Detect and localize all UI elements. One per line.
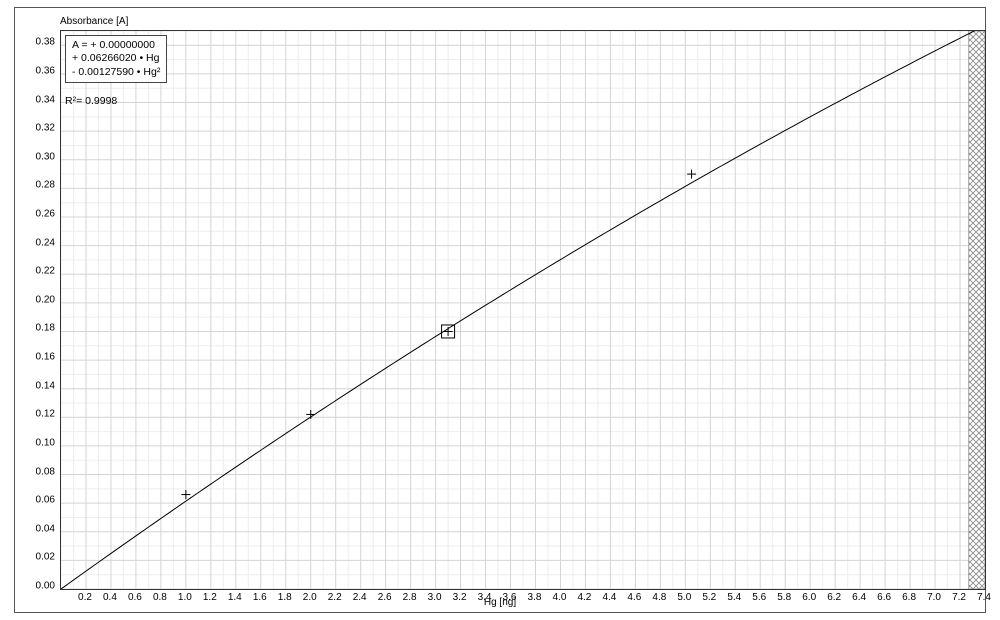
x-tick-label: 6.4 — [852, 592, 866, 603]
x-tick-label: 2.0 — [303, 592, 317, 603]
x-tick-label: 5.6 — [752, 592, 766, 603]
equation-line-1: A = + 0.00000000 — [72, 39, 160, 52]
x-tick-label: 6.6 — [877, 592, 891, 603]
x-tick-label: 4.0 — [553, 592, 567, 603]
plot-area — [60, 30, 986, 590]
x-tick-label: 0.2 — [78, 592, 92, 603]
x-tick-label: 7.0 — [927, 592, 941, 603]
y-tick-label: 0.00 — [36, 581, 55, 592]
x-tick-label: 7.2 — [952, 592, 966, 603]
x-tick-label: 1.6 — [253, 592, 267, 603]
equation-line-3: - 0.00127590 • Hg² — [72, 66, 160, 79]
y-tick-label: 0.16 — [36, 352, 55, 363]
x-tick-label: 3.0 — [428, 592, 442, 603]
x-tick-label: 2.4 — [353, 592, 367, 603]
x-tick-label: 4.4 — [602, 592, 616, 603]
x-tick-label: 1.0 — [178, 592, 192, 603]
y-tick-label: 0.34 — [36, 94, 55, 105]
x-tick-label: 4.2 — [577, 592, 591, 603]
equation-line-2: + 0.06266020 • Hg — [72, 52, 160, 65]
y-tick-label: 0.38 — [36, 37, 55, 48]
x-tick-label: 4.6 — [627, 592, 641, 603]
x-tick-label: 5.8 — [777, 592, 791, 603]
x-tick-label: 6.8 — [902, 592, 916, 603]
y-tick-label: 0.12 — [36, 409, 55, 420]
r-squared: R²= 0.9998 — [65, 95, 117, 107]
y-tick-label: 0.22 — [36, 266, 55, 277]
y-tick-label: 0.02 — [36, 552, 55, 563]
x-tick-label: 1.4 — [228, 592, 242, 603]
x-tick-label: 3.8 — [528, 592, 542, 603]
x-tick-label: 2.8 — [403, 592, 417, 603]
y-axis-title: Absorbance [A] — [60, 16, 128, 27]
x-tick-label: 6.2 — [827, 592, 841, 603]
y-tick-label: 0.08 — [36, 466, 55, 477]
y-tick-label: 0.26 — [36, 209, 55, 220]
y-tick-label: 0.28 — [36, 180, 55, 191]
y-tick-label: 0.14 — [36, 380, 55, 391]
y-tick-label: 0.10 — [36, 437, 55, 448]
chart-frame: Absorbance [A] Hg [ng] 0.000.020.040.060… — [14, 7, 986, 613]
x-tick-label: 4.8 — [652, 592, 666, 603]
y-tick-label: 0.18 — [36, 323, 55, 334]
x-tick-label: 3.2 — [453, 592, 467, 603]
x-tick-label: 2.2 — [328, 592, 342, 603]
y-tick-label: 0.32 — [36, 123, 55, 134]
x-tick-label: 0.6 — [128, 592, 142, 603]
y-tick-label: 0.24 — [36, 237, 55, 248]
x-tick-label: 1.2 — [203, 592, 217, 603]
x-tick-label: 1.8 — [278, 592, 292, 603]
x-tick-label: 2.6 — [378, 592, 392, 603]
x-tick-label: 3.4 — [478, 592, 492, 603]
x-tick-label: 7.4 — [977, 592, 991, 603]
plot-svg — [61, 31, 985, 589]
x-tick-label: 5.0 — [677, 592, 691, 603]
y-tick-label: 0.30 — [36, 151, 55, 162]
x-tick-label: 0.8 — [153, 592, 167, 603]
x-tick-label: 3.6 — [503, 592, 517, 603]
x-tick-label: 0.4 — [103, 592, 117, 603]
y-tick-label: 0.20 — [36, 294, 55, 305]
y-tick-label: 0.36 — [36, 65, 55, 76]
y-tick-label: 0.04 — [36, 523, 55, 534]
y-tick-label: 0.06 — [36, 495, 55, 506]
x-tick-label: 6.0 — [802, 592, 816, 603]
equation-box: A = + 0.00000000 + 0.06266020 • Hg - 0.0… — [65, 35, 167, 83]
x-tick-label: 5.4 — [727, 592, 741, 603]
x-tick-label: 5.2 — [702, 592, 716, 603]
